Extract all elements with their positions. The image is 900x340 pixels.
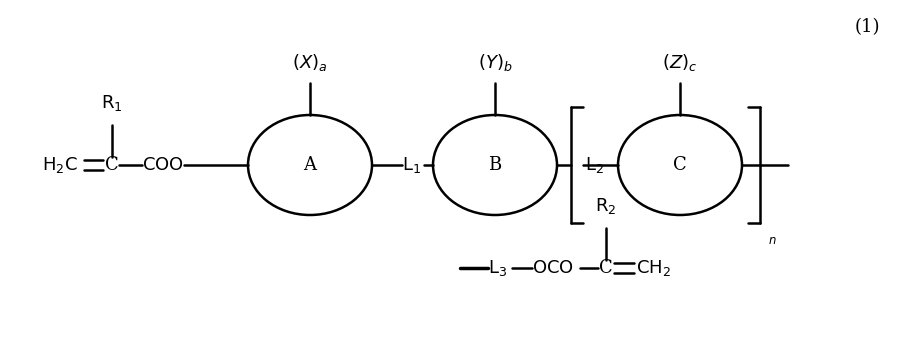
Text: B: B	[489, 156, 501, 174]
Text: $(X)_a$: $(X)_a$	[292, 52, 328, 73]
Text: C: C	[599, 259, 613, 277]
Text: $\mathrm{R_1}$: $\mathrm{R_1}$	[101, 93, 122, 113]
Text: $\mathrm{L_1}$: $\mathrm{L_1}$	[402, 155, 421, 175]
Text: $\mathrm{COO}$: $\mathrm{COO}$	[142, 156, 184, 174]
Text: $\mathrm{OCO}$: $\mathrm{OCO}$	[532, 259, 574, 277]
Text: $\mathrm{L_3}$: $\mathrm{L_3}$	[488, 258, 508, 278]
Text: (1): (1)	[854, 18, 880, 36]
Text: $\mathrm{CH_2}$: $\mathrm{CH_2}$	[636, 258, 671, 278]
Text: $\mathrm{H_2C}$: $\mathrm{H_2C}$	[42, 155, 77, 175]
Text: $\mathrm{R_2}$: $\mathrm{R_2}$	[595, 196, 616, 216]
Text: $_n$: $_n$	[768, 229, 777, 246]
Text: $(Z)_c$: $(Z)_c$	[662, 52, 698, 73]
Text: C: C	[105, 156, 119, 174]
Text: $\mathrm{L_2}$: $\mathrm{L_2}$	[585, 155, 604, 175]
Text: C: C	[673, 156, 687, 174]
Text: $(Y)_b$: $(Y)_b$	[478, 52, 512, 73]
Text: A: A	[303, 156, 317, 174]
